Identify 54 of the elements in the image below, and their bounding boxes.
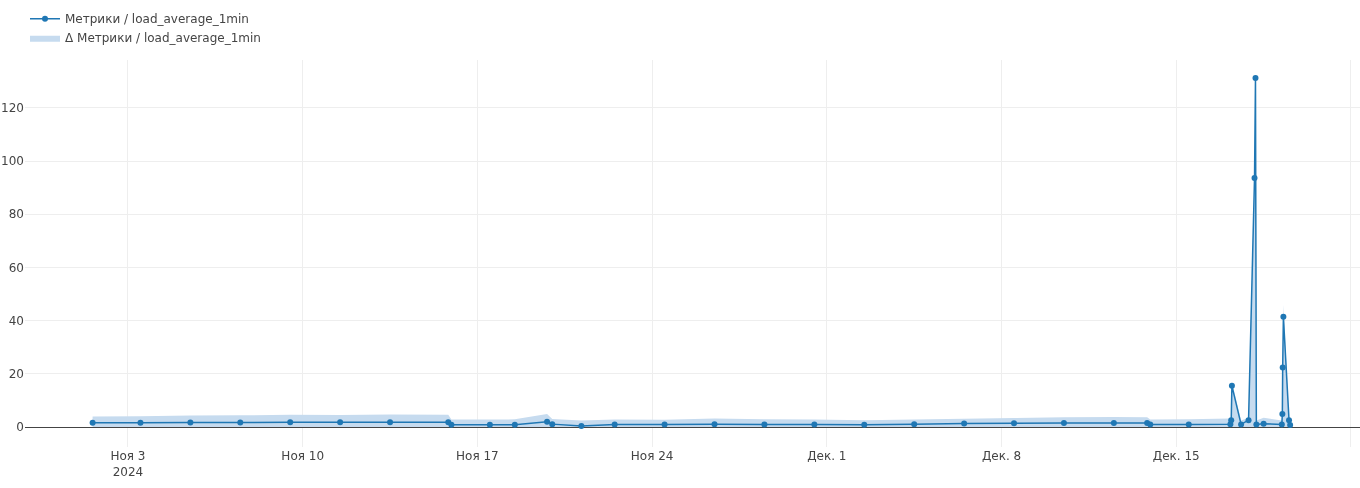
point [337,419,344,426]
point [187,419,194,426]
point [549,421,556,428]
point [237,419,244,426]
point [661,421,668,428]
point [1060,420,1067,427]
point [911,421,918,428]
x-tick-label: Ноя 10 [281,449,325,463]
point [511,421,518,428]
point [1260,420,1267,427]
x-tick-label: Дек. 1 [807,449,847,463]
x-tick-label: Ноя 3 2024 [110,449,146,479]
point [287,419,294,426]
point [1280,313,1287,320]
x-tick-label: Ноя 24 [630,449,674,463]
y-tick-label: 20 [8,367,24,382]
point [961,420,968,427]
point [1287,421,1294,428]
point [387,419,394,426]
point [544,418,551,425]
y-tick-label: 100 [1,154,24,169]
x-tick-label: Ноя 17 [456,449,499,463]
point [1251,175,1258,182]
point [611,421,618,428]
point [761,421,768,428]
point [711,421,718,428]
point [811,421,818,428]
y-tick-label: 120 [1,101,24,116]
point [1228,382,1235,389]
point [1278,421,1285,428]
point [1228,417,1235,424]
y-tick-label: 0 [16,420,24,435]
point [1185,421,1192,428]
legend-label: Метрики / load_average_1min [65,12,249,27]
point [578,422,585,429]
point [89,419,96,426]
point [1286,417,1293,424]
point [1253,421,1260,428]
y-tick-label: 80 [8,207,24,222]
point [1279,411,1286,418]
point [1011,420,1018,427]
point [1279,364,1286,371]
y-tick-label: 60 [8,260,24,275]
point [1245,417,1252,424]
legend-label: Δ Метрики / load_average_1min [65,31,261,46]
point [137,419,144,426]
point [861,421,868,428]
x-tick-label: Дек. 15 [1152,449,1200,463]
point [1110,420,1117,427]
point [1252,75,1259,82]
point [1238,421,1245,428]
y-tick-label: 40 [8,313,24,328]
point [486,421,493,428]
x-tick-label: Дек. 8 [981,449,1022,463]
